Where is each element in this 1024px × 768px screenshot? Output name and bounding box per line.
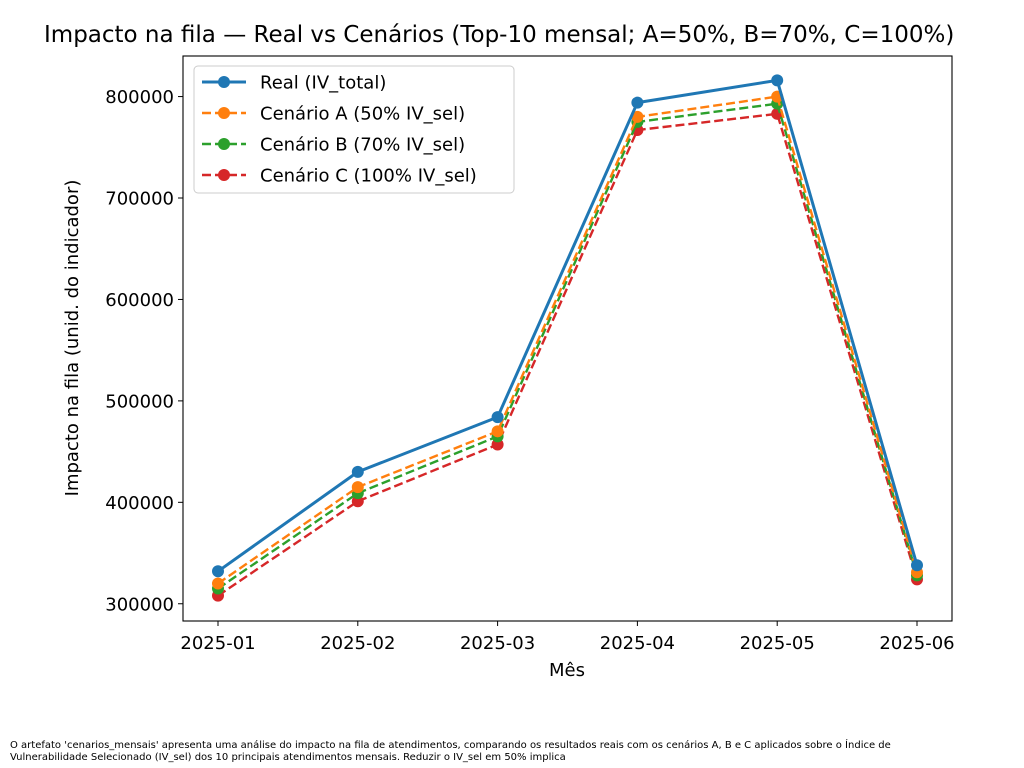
legend-marker-3 — [218, 169, 230, 181]
y-tick-label: 500000 — [105, 391, 174, 412]
legend-label-1: Cenário A (50% IV_sel) — [260, 104, 465, 125]
data-point-s1-3 — [631, 110, 644, 123]
caption-line-1: O artefato 'cenarios_mensais' apresenta … — [10, 740, 891, 751]
data-point-s0-1 — [351, 465, 364, 478]
series-line-3 — [217, 112, 919, 597]
caption-line-2: Vulnerabilidade Selecionado (IV_sel) dos… — [10, 752, 566, 763]
y-tick-label: 800000 — [105, 87, 174, 108]
y-axis-label: Impacto na fila (unid. do indicador) — [62, 180, 83, 497]
series-line-0 — [217, 78, 919, 573]
y-tick-label: 600000 — [105, 290, 174, 311]
data-point-s0-5 — [911, 559, 923, 572]
legend-label-2: Cenário B (70% IV_sel) — [260, 135, 465, 156]
data-point-s0-2 — [491, 411, 504, 424]
data-point-s1-0 — [212, 577, 224, 590]
x-tick-label: 2025-06 — [879, 633, 954, 654]
chart-title: Impacto na fila — Real vs Cenários (Top-… — [44, 22, 955, 48]
x-tick-label: 2025-05 — [740, 633, 815, 654]
data-point-s0-0 — [212, 565, 224, 578]
x-tick-label: 2025-02 — [320, 633, 395, 654]
legend-box — [193, 65, 515, 194]
y-tick-label: 400000 — [105, 493, 174, 514]
x-tick-label: 2025-01 — [180, 633, 255, 654]
x-tick-label: 2025-04 — [600, 633, 675, 654]
y-tick-label: 700000 — [105, 189, 174, 210]
plot-frame — [182, 55, 953, 622]
data-point-s1-2 — [491, 425, 504, 438]
series-line-1 — [217, 95, 919, 585]
series-line-2 — [217, 102, 919, 590]
legend-marker-2 — [218, 138, 230, 150]
legend-label-0: Real (IV_total) — [260, 73, 386, 94]
data-point-s0-3 — [631, 96, 644, 109]
caption: O artefato 'cenarios_mensais' apresenta … — [10, 740, 1010, 764]
x-axis-label: Mês — [549, 660, 585, 681]
legend-marker-1 — [218, 107, 230, 119]
x-tick-label: 2025-03 — [460, 633, 535, 654]
y-tick-label: 300000 — [105, 594, 174, 615]
data-point-s0-4 — [771, 74, 784, 87]
data-point-s1-1 — [351, 481, 364, 494]
legend-label-3: Cenário C (100% IV_sel) — [260, 166, 477, 187]
legend-marker-0 — [218, 76, 230, 88]
